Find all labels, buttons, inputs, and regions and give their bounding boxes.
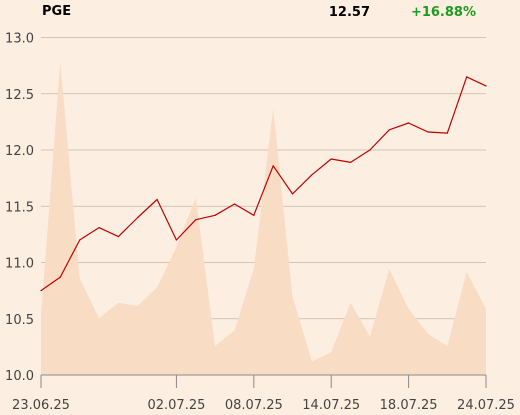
price-point: [175, 239, 177, 241]
y-tick-label: 13.0: [5, 32, 34, 47]
price-point: [311, 174, 313, 176]
y-axis-labels: 10.0 10.5 11.0 11.5 12.0 12.5 13.0: [5, 32, 34, 385]
x-tick-label: 14.07.25: [302, 398, 360, 413]
x-tick-label: 24.07.25: [457, 398, 515, 413]
y-tick-label: 11.0: [5, 257, 34, 272]
x-axis-labels: 23.06.25 02.07.25 08.07.25 14.07.25 18.07.25…: [12, 398, 515, 413]
price-point: [214, 214, 216, 216]
price-point: [98, 227, 100, 229]
price-point: [40, 290, 42, 292]
price-point: [350, 161, 352, 163]
price-point: [369, 149, 371, 151]
last-price: 12.57: [329, 5, 370, 20]
price-point: [253, 214, 255, 216]
x-tick-label: 18.07.25: [380, 398, 438, 413]
price-point: [330, 158, 332, 160]
price-point: [233, 203, 236, 205]
price-point: [408, 122, 410, 124]
y-tick-label: 10.5: [5, 313, 34, 328]
price-line: [40, 76, 487, 292]
price-point: [79, 239, 81, 241]
price-point: [388, 129, 390, 131]
x-tick-label: 02.07.25: [147, 398, 205, 413]
y-tick-label: 12.0: [5, 144, 34, 159]
x-axis: [40, 374, 487, 388]
price-point: [427, 131, 429, 133]
price-point: [59, 276, 61, 278]
price-point: [137, 216, 139, 219]
price-point: [466, 76, 468, 78]
volume-area-shape: [41, 62, 486, 375]
price-point: [446, 132, 448, 134]
price-line-group: [40, 76, 487, 292]
price-point: [156, 198, 158, 201]
y-tick-label: 11.5: [5, 200, 34, 215]
ticker-symbol: PGE: [42, 4, 71, 19]
price-change: +16.88%: [411, 5, 476, 20]
price-point: [195, 219, 197, 221]
y-tick-label: 10.0: [5, 369, 34, 384]
x-tick-label: 08.07.25: [225, 398, 283, 413]
price-point: [485, 85, 487, 87]
volume-area: [41, 62, 486, 375]
y-tick-label: 12.5: [5, 88, 34, 103]
x-tick-label: 23.06.25: [12, 398, 70, 413]
price-point: [272, 165, 274, 167]
price-point: [117, 236, 119, 238]
price-point: [291, 193, 294, 195]
